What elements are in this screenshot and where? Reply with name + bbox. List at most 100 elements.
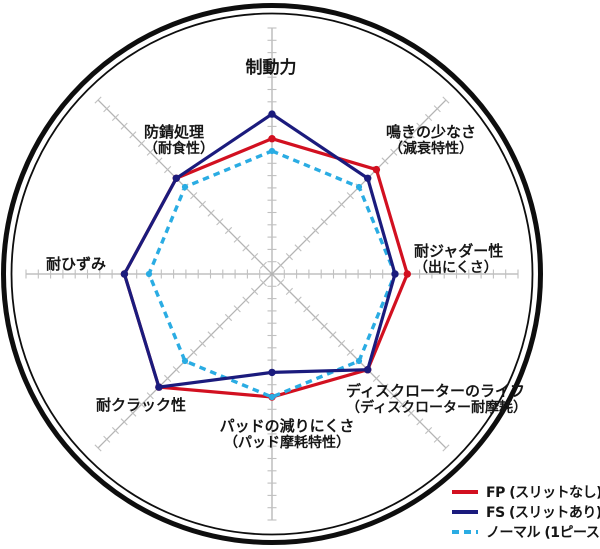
axis-label-subtext: （パッド摩耗特性） — [223, 435, 350, 451]
axis-tick — [416, 122, 424, 130]
axis-tick — [198, 200, 206, 208]
axis-tick — [425, 427, 433, 435]
series-point-fs — [364, 174, 372, 182]
axis-tick — [172, 366, 180, 374]
axis-label-subtext: （出にくさ） — [414, 260, 498, 276]
axis-tick — [320, 322, 328, 330]
series-point-fs — [268, 368, 276, 377]
axis-label-braking-force: 制動力 — [246, 59, 297, 78]
axis-tick — [111, 427, 119, 435]
axis-tick — [198, 340, 206, 348]
axis-tick — [242, 244, 250, 252]
normal-dashed-line-swatch — [452, 530, 478, 534]
series-point-normal — [355, 183, 363, 191]
axis-tick — [390, 148, 398, 156]
axis-tick — [190, 192, 198, 200]
axis-tick — [242, 296, 250, 304]
axis-label-text: 鳴きの少なさ — [385, 123, 477, 141]
axis-tick — [346, 192, 354, 200]
legend-row-fp: FP (スリットなし) — [452, 482, 600, 502]
axis-tick — [398, 400, 406, 408]
axis-tick — [120, 418, 128, 426]
axis-tick — [425, 113, 433, 121]
axis-label-subtext: （減衰特性） — [388, 141, 473, 157]
axis-tick — [329, 209, 337, 217]
axis-label-subtext: （耐食性） — [144, 141, 214, 157]
series-point-normal — [145, 270, 153, 278]
fp-line-swatch — [452, 490, 478, 494]
series-point-fs — [155, 383, 163, 391]
series-point-fs — [172, 174, 180, 182]
axis-tick — [120, 122, 128, 130]
legend-row-normal: ノーマル (1ピース) — [452, 522, 600, 542]
axis-tick — [294, 296, 302, 304]
axis-tick — [190, 348, 198, 356]
axis-tick — [338, 340, 346, 348]
axis-tick — [329, 331, 337, 339]
axis-label-distortion-resistance: 耐ひずみ — [46, 256, 106, 273]
axis-tick — [138, 140, 146, 148]
axis-tick — [259, 261, 267, 269]
axis-tick — [103, 105, 111, 113]
axis-tick — [320, 218, 328, 226]
axis-label-text: パッドの減りにくさ — [219, 417, 355, 435]
axis-tick — [407, 131, 415, 139]
axis-label-judder-resistance: 耐ジャダー性 （出にくさ） — [414, 242, 504, 277]
axis-label-subtext: （ディスクローター耐摩耗） — [346, 400, 528, 416]
axis-tick — [251, 287, 259, 295]
series-point-fp — [268, 135, 276, 143]
axis-label-text: 防錆処理 — [144, 123, 205, 141]
axis-tick — [338, 200, 346, 208]
series-point-fp — [372, 165, 381, 174]
axis-tick — [390, 392, 398, 400]
axis-tick — [164, 166, 172, 174]
axis-tick — [303, 235, 311, 243]
axis-tick — [207, 331, 215, 339]
axis-tick — [146, 392, 154, 400]
axis-tick — [277, 279, 285, 287]
outer-circle — [1, 3, 543, 545]
axis-tick — [233, 235, 241, 243]
axis-label-text: 耐ジャダー性 — [414, 242, 504, 260]
axis-tick — [111, 113, 119, 121]
axis-tick — [207, 209, 215, 217]
fs-line-swatch — [452, 510, 478, 514]
axis-tick — [285, 287, 293, 295]
series-point-fp — [403, 270, 411, 278]
axis-tick — [129, 409, 137, 417]
legend-label-fp: FP (スリットなし) — [486, 485, 600, 501]
axis-label-rotor-life: ディスクローターのライフ （ディスクローター耐摩耗） — [346, 383, 528, 417]
axis-tick — [164, 374, 172, 382]
axis-tick — [155, 157, 163, 165]
axis-tick — [442, 444, 450, 452]
legend-label-normal: ノーマル (1ピース) — [486, 525, 600, 541]
axis-tick — [285, 253, 293, 261]
axis-tick — [303, 305, 311, 313]
series-point-normal — [268, 393, 276, 401]
axis-label-low-squeal: 鳴きの少なさ （減衰特性） — [385, 123, 477, 158]
axis-tick — [346, 348, 354, 356]
axis-tick — [442, 96, 450, 104]
axis-tick — [216, 218, 224, 226]
axis-tick — [233, 305, 241, 313]
axis-tick — [129, 131, 137, 139]
axis-label-crack-resistance: 耐クラック性 — [96, 397, 186, 414]
axis-tick — [146, 148, 154, 156]
axis-tick — [372, 374, 380, 382]
legend-label-fs: FS (スリットあり) — [486, 505, 600, 521]
axis-tick — [259, 279, 267, 287]
axis-tick — [216, 322, 224, 330]
axis-tick — [381, 157, 389, 165]
axis-tick — [294, 244, 302, 252]
axis-label-text: 制動力 — [245, 58, 297, 78]
axis-tick — [94, 444, 102, 452]
axis-tick — [224, 313, 233, 322]
axis-tick — [103, 435, 111, 443]
axis-label-text: 耐クラック性 — [96, 396, 187, 414]
axis-label-text: 耐ひずみ — [46, 255, 107, 273]
series-point-fs — [120, 270, 129, 278]
axis-tick — [311, 313, 320, 322]
axis-tick — [433, 105, 441, 113]
